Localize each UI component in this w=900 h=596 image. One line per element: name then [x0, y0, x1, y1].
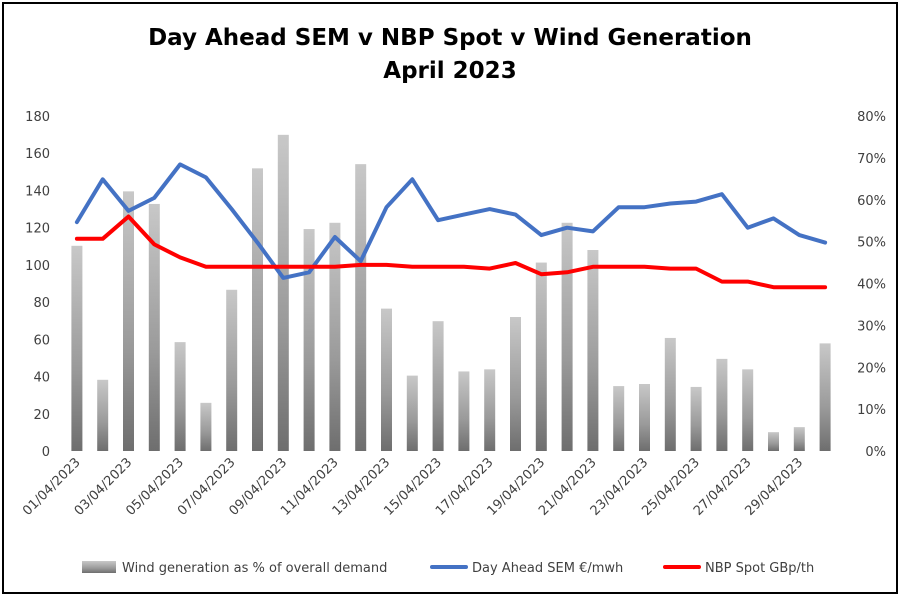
left-tick-label: 160: [25, 147, 50, 162]
left-tick-label: 0: [42, 445, 50, 460]
nbp-spot-line: [74, 214, 828, 290]
wind-bar: [510, 317, 521, 451]
day-ahead-sem-line: [74, 162, 828, 280]
right-tick-label: 40%: [857, 278, 886, 293]
wind-bar: [329, 222, 341, 451]
wind-bar: [200, 402, 212, 451]
wind-bar: [484, 369, 496, 451]
wind-bar: [613, 386, 625, 451]
right-axis-ticks: 0% 10% 20% 30% 40% 50% 60% 70% 80%: [857, 110, 886, 460]
wind-bar: [355, 164, 367, 451]
left-tick-label: 120: [25, 222, 50, 237]
wind-bar: [639, 384, 650, 451]
legend-label: NBP Spot GBp/th: [705, 561, 814, 576]
legend: Wind generation as % of overall demand Da…: [82, 561, 814, 576]
wind-bar: [768, 432, 779, 451]
wind-bar: [406, 375, 418, 451]
wind-bar: [97, 379, 109, 451]
right-tick-label: 50%: [857, 236, 886, 251]
left-tick-label: 60: [33, 333, 50, 348]
wind-bar: [252, 168, 263, 451]
right-tick-label: 10%: [857, 403, 886, 418]
right-tick-label: 70%: [857, 152, 886, 167]
right-tick-label: 80%: [857, 110, 886, 125]
wind-bar: [174, 342, 186, 451]
wind-bar: [664, 337, 676, 451]
wind-bar: [690, 386, 702, 451]
wind-bar: [123, 191, 134, 451]
chart-title-line-2: April 2023: [383, 58, 517, 84]
legend-label: Wind generation as % of overall demand: [122, 561, 387, 576]
wind-bar: [381, 308, 392, 451]
left-axis-ticks: 0 20 40 60 80 100 120 140 160 180: [25, 110, 50, 460]
price-lines: [74, 162, 828, 290]
chart-title-line-1: Day Ahead SEM v NBP Spot v Wind Generati…: [148, 25, 752, 51]
right-tick-label: 0%: [865, 445, 886, 460]
wind-bar: [587, 250, 599, 451]
wind-bar: [303, 229, 315, 451]
x-axis-ticks: 01/04/202303/04/202305/04/202307/04/2023…: [20, 455, 806, 519]
wind-bar: [458, 371, 470, 451]
chart-title: Day Ahead SEM v NBP Spot v Wind Generati…: [0, 22, 900, 88]
wind-bars: [71, 134, 831, 451]
wind-bar: [819, 343, 831, 451]
wind-bar: [793, 427, 805, 451]
right-tick-label: 60%: [857, 194, 886, 209]
legend-swatch-wind: [82, 561, 116, 573]
wind-bar: [432, 321, 444, 451]
wind-bar: [561, 222, 573, 451]
left-tick-label: 40: [33, 371, 50, 386]
left-tick-label: 80: [33, 296, 50, 311]
wind-bar: [716, 358, 728, 451]
right-tick-label: 30%: [857, 319, 886, 334]
wind-bar: [71, 245, 83, 451]
left-tick-label: 20: [33, 408, 50, 423]
left-tick-label: 140: [25, 184, 50, 199]
wind-bar: [148, 203, 160, 451]
wind-bar: [535, 262, 547, 451]
wind-bar: [277, 134, 289, 451]
left-tick-label: 180: [25, 110, 50, 125]
wind-bar: [742, 369, 754, 451]
legend-label: Day Ahead SEM €/mwh: [472, 561, 623, 576]
wind-bar: [226, 289, 238, 451]
right-tick-label: 20%: [857, 361, 886, 376]
left-tick-label: 100: [25, 259, 50, 274]
